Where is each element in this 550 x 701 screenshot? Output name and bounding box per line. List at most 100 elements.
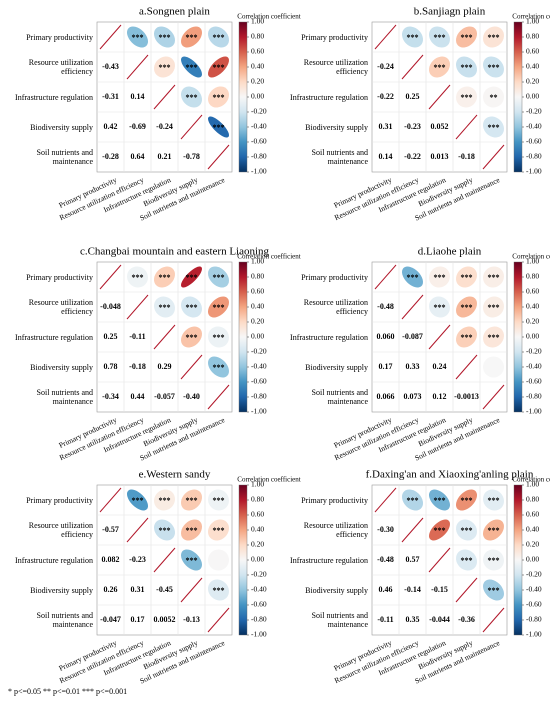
row-label-box: Resource utilization efficiency [303, 298, 368, 316]
correlation-ellipse [208, 579, 230, 601]
diagonal-line [180, 114, 203, 140]
row-label-box: Infrastructure regulation [290, 555, 368, 565]
value-label: -0.24 [156, 122, 173, 131]
significance-label: *** [461, 63, 473, 72]
panel-title: f.Daxing'an and Xiaoxing'anling plain [366, 469, 534, 481]
value-label: -0.69 [129, 122, 146, 131]
correlation-ellipse [483, 296, 505, 318]
correlation-ellipse [455, 326, 478, 348]
colorbar-tick-label: -0.80 [251, 615, 267, 624]
correlation-ellipse [482, 549, 505, 571]
colorbar-tick-label: 0.00 [526, 555, 539, 564]
value-label: -0.45 [156, 585, 173, 594]
colorbar-tick-label: 0.00 [526, 92, 539, 101]
colorbar-tick-label: 0.20 [251, 77, 264, 86]
value-label: -0.18 [129, 362, 146, 371]
correlation-ellipse [455, 296, 478, 318]
significance-label: *** [213, 363, 225, 372]
significance-label: *** [434, 273, 446, 282]
significance-label: *** [213, 33, 225, 42]
correlation-ellipse [483, 266, 505, 288]
significance-label: *** [186, 526, 198, 535]
diagonal-line [374, 264, 397, 290]
correlation-ellipse [483, 579, 505, 601]
value-label: 0.33 [406, 362, 420, 371]
significance-label: *** [488, 556, 500, 565]
value-label: 0.31 [379, 122, 393, 131]
value-label: 0.0052 [154, 615, 176, 624]
colorbar-title: Correlation coefficient [237, 13, 300, 21]
diagonal-line [180, 354, 203, 380]
colorbar-tick-label: -1.00 [251, 407, 267, 416]
row-label: Resource utilization efficiency [28, 58, 93, 76]
correlation-ellipse [402, 489, 424, 511]
colorbar-tick-label: -0.20 [526, 570, 542, 579]
row-label-box: Primary productivity [26, 496, 93, 505]
correlation-ellipse [126, 266, 148, 288]
correlation-ellipse [181, 326, 203, 348]
row-label: Resource utilization efficiency [303, 521, 368, 539]
value-label: 0.073 [404, 392, 422, 401]
row-label: Infrastructure regulation [15, 92, 93, 102]
correlation-ellipse [153, 519, 176, 541]
significance-label: *** [186, 33, 198, 42]
row-label-box: Primary productivity [26, 273, 93, 282]
correlation-ellipse [455, 549, 477, 571]
colorbar-tick-label: 0.60 [526, 287, 539, 296]
colorbar-tick-label: 0.60 [526, 510, 539, 519]
row-label-box: Resource utilization efficiency [304, 58, 368, 76]
value-label: -0.31 [102, 92, 119, 101]
significance-label: *** [434, 526, 446, 535]
row-label: Infrastructure regulation [290, 555, 368, 565]
correlation-ellipse [429, 296, 451, 318]
significance-label: *** [407, 273, 419, 282]
diagonal-line [482, 384, 505, 410]
significance-label: *** [186, 333, 198, 342]
diagonal-line [374, 487, 397, 513]
row-label-box: Infrastructure regulation [290, 93, 368, 102]
significance-label: *** [488, 33, 500, 42]
significance-label: *** [461, 556, 473, 565]
row-label: Infrastructure regulation [15, 555, 93, 565]
significance-label: *** [213, 496, 225, 505]
value-label: -0.24 [377, 62, 394, 71]
correlation-ellipse [455, 86, 477, 108]
correlation-ellipse [154, 26, 176, 48]
row-label-box: Resource utilization efficiency [303, 521, 368, 539]
row-label-box: Soil nutrients and maintenance [312, 148, 368, 166]
row-label-box: Biodiversity supply [30, 363, 93, 372]
panel: f.Daxing'an and Xiaoxing'anling plain Pri… [290, 469, 550, 686]
significance-label: *** [461, 93, 473, 102]
value-label: 0.35 [406, 615, 420, 624]
significance-label: *** [159, 273, 171, 282]
colorbar-title: Correlation coefficient [512, 253, 550, 261]
significance-label: *** [407, 496, 419, 505]
value-label: -0.11 [377, 615, 393, 624]
colorbar-tick-label: -0.60 [251, 137, 267, 146]
significance-label: *** [132, 496, 144, 505]
significance-label: *** [159, 496, 171, 505]
correlation-ellipse [483, 326, 505, 348]
value-label: -0.28 [102, 152, 119, 161]
significance-label: *** [186, 556, 198, 565]
panel: c.Changbai mountain and eastern Liaoning… [15, 246, 301, 463]
panel-title: e.Western sandy [139, 469, 211, 481]
correlation-ellipse [153, 296, 175, 318]
value-label: -0.048 [100, 302, 121, 311]
row-label: Primary productivity [301, 32, 368, 42]
correlation-ellipse [207, 296, 229, 318]
colorbar [238, 21, 248, 173]
value-label: 0.24 [433, 362, 447, 371]
row-label: Resource utilization efficiency [303, 298, 368, 316]
value-label: -0.047 [100, 615, 121, 624]
colorbar-tick-label: 0.60 [251, 510, 264, 519]
row-label: Soil nutrients and maintenance [36, 611, 93, 629]
value-label: 0.64 [131, 152, 145, 161]
significance-label: *** [213, 303, 225, 312]
value-label: 0.14 [131, 92, 145, 101]
diagonal-line [153, 324, 176, 350]
correlation-ellipse [153, 56, 175, 78]
colorbar [238, 484, 248, 636]
colorbar-tick-label: -0.60 [526, 137, 542, 146]
